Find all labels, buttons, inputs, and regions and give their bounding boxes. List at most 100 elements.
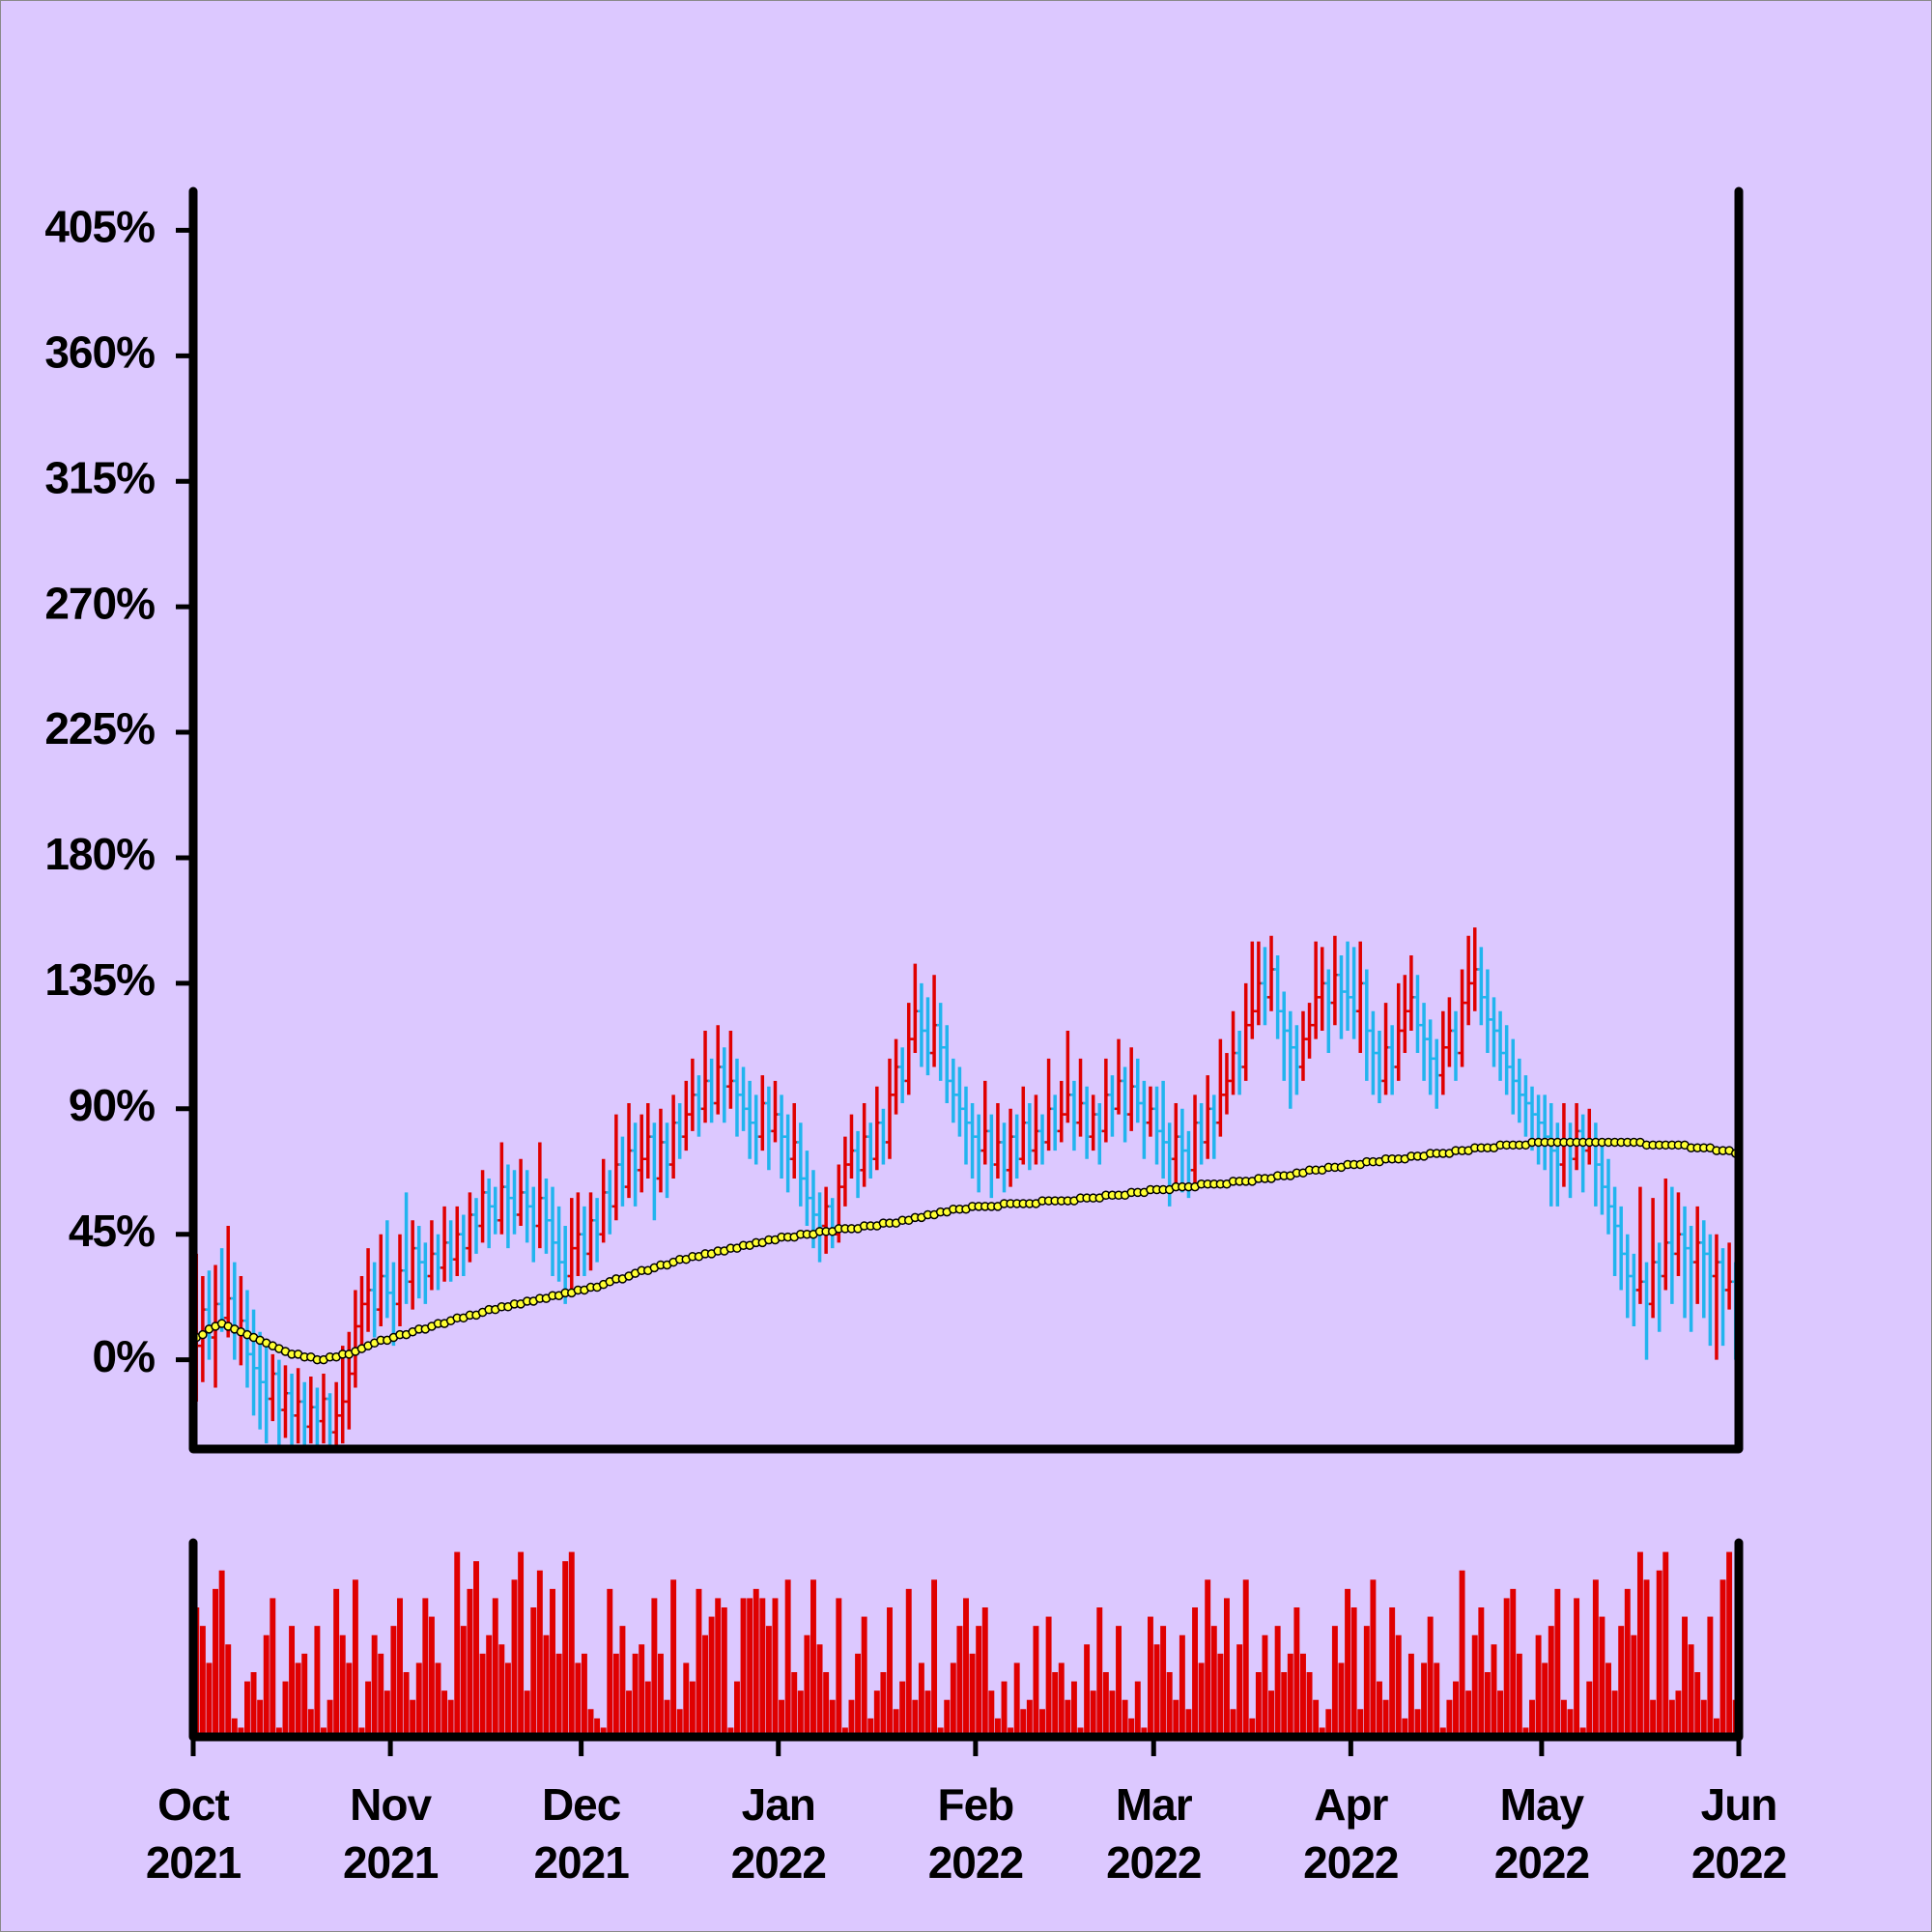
volume-bar: [1548, 1626, 1554, 1737]
volume-bar: [1077, 1727, 1084, 1737]
volume-bar: [257, 1699, 264, 1737]
volume-bar: [1185, 1709, 1192, 1737]
volume-bar: [479, 1653, 486, 1737]
volume-bar: [1611, 1690, 1618, 1737]
volume-bar: [1516, 1653, 1522, 1737]
volume-bar: [1249, 1718, 1256, 1737]
volume-bar: [1631, 1634, 1637, 1737]
volume-bar: [1122, 1699, 1128, 1737]
volume-bar: [346, 1662, 353, 1737]
volume-bar: [1205, 1579, 1211, 1737]
volume-bar: [410, 1699, 416, 1737]
volume-bar: [1503, 1598, 1510, 1737]
x-tick-label: Feb 2022: [927, 1779, 1024, 1888]
volume-bar: [1013, 1662, 1020, 1737]
volume-bar: [282, 1681, 289, 1737]
volume-bar: [721, 1607, 727, 1737]
volume-bar: [944, 1699, 951, 1737]
volume-bar: [397, 1598, 403, 1737]
volume-bar: [289, 1626, 296, 1737]
volume-bar: [639, 1644, 645, 1737]
volume-bar: [1255, 1672, 1262, 1737]
y-tick-label: 270%: [44, 578, 155, 628]
volume-bar: [1675, 1690, 1682, 1737]
volume-bar: [1662, 1551, 1669, 1737]
volume-bar: [1599, 1616, 1605, 1737]
y-tick-label: 180%: [44, 829, 155, 879]
volume-bar: [1116, 1626, 1122, 1737]
volume-bar: [607, 1588, 613, 1737]
volume-bar: [486, 1634, 493, 1737]
volume-bar: [1242, 1579, 1249, 1737]
volume-bar: [715, 1598, 722, 1737]
volume-bar: [994, 1718, 1001, 1737]
volume-bar: [1484, 1672, 1491, 1737]
volume-bar: [575, 1662, 582, 1737]
volume-bar: [1465, 1690, 1472, 1737]
volume-bar: [1262, 1634, 1268, 1737]
volume-bar: [1688, 1644, 1694, 1737]
volume-bar: [371, 1634, 378, 1737]
volume-bar: [1389, 1607, 1396, 1737]
volume-bar: [1084, 1644, 1091, 1737]
axes: 0% 45% 90% 135% 180% 225% 270% 315% 360% 405%: [44, 186, 1744, 1756]
volume-bar: [1192, 1607, 1198, 1737]
volume-bar: [664, 1699, 670, 1737]
y-tick-label: 360%: [44, 327, 155, 377]
volume-bar: [1210, 1626, 1217, 1737]
y-tick-label: 225%: [44, 703, 155, 753]
volume-bar: [1179, 1634, 1185, 1737]
volume-bar: [333, 1588, 340, 1737]
volume-bar: [1395, 1634, 1402, 1737]
volume-bar: [1370, 1579, 1377, 1737]
price-frame: [188, 186, 1744, 1454]
volume-bar: [1382, 1699, 1389, 1737]
volume-bar: [1618, 1626, 1625, 1737]
volume-bar: [1605, 1662, 1611, 1737]
volume-bar: [1306, 1672, 1313, 1737]
volume-bar: [518, 1551, 525, 1737]
volume-bar: [747, 1598, 753, 1737]
volume-bar: [1510, 1588, 1517, 1737]
volume-bar: [454, 1551, 461, 1737]
volume-bar: [644, 1681, 651, 1737]
volume-bar: [753, 1588, 759, 1737]
volume-bar: [403, 1672, 410, 1737]
volume-bar: [339, 1634, 346, 1737]
volume-bar: [307, 1709, 314, 1737]
volume-bar: [1453, 1681, 1459, 1737]
volume-bar: [321, 1727, 327, 1737]
volume-bar: [441, 1690, 448, 1737]
volume-bar: [772, 1598, 779, 1737]
volume-bar: [213, 1588, 219, 1737]
volume-bar: [1198, 1662, 1205, 1737]
volume-bar: [1529, 1699, 1535, 1737]
volume-bar: [734, 1681, 740, 1737]
volume-bar: [1682, 1616, 1688, 1737]
volume-bar: [1694, 1672, 1701, 1737]
volume-bar: [1650, 1699, 1657, 1737]
volume-bar: [1560, 1699, 1567, 1737]
volume-bar: [797, 1690, 804, 1737]
volume-bar: [887, 1607, 893, 1737]
volume-bar: [988, 1690, 995, 1737]
x-tick-label: May 2022: [1493, 1779, 1590, 1888]
volume-bar: [1160, 1626, 1167, 1737]
volume-bar: [1719, 1579, 1726, 1737]
volume-bar: [1281, 1672, 1288, 1737]
volume-bar: [740, 1598, 747, 1737]
volume-bar: [1166, 1672, 1173, 1737]
x-tick-label: Jan 2022: [730, 1779, 827, 1888]
volume-bar: [435, 1662, 441, 1737]
volume-bar: [1058, 1662, 1065, 1737]
volume-bar: [1624, 1588, 1631, 1737]
volume-bar: [1102, 1672, 1109, 1737]
volume-bar: [836, 1598, 842, 1737]
volume-bar: [415, 1662, 422, 1737]
volume-bar: [428, 1616, 435, 1737]
volume-bar: [1439, 1727, 1446, 1737]
volume-bar: [759, 1598, 766, 1737]
volume-bar: [473, 1561, 479, 1737]
volume-bar: [244, 1681, 250, 1737]
